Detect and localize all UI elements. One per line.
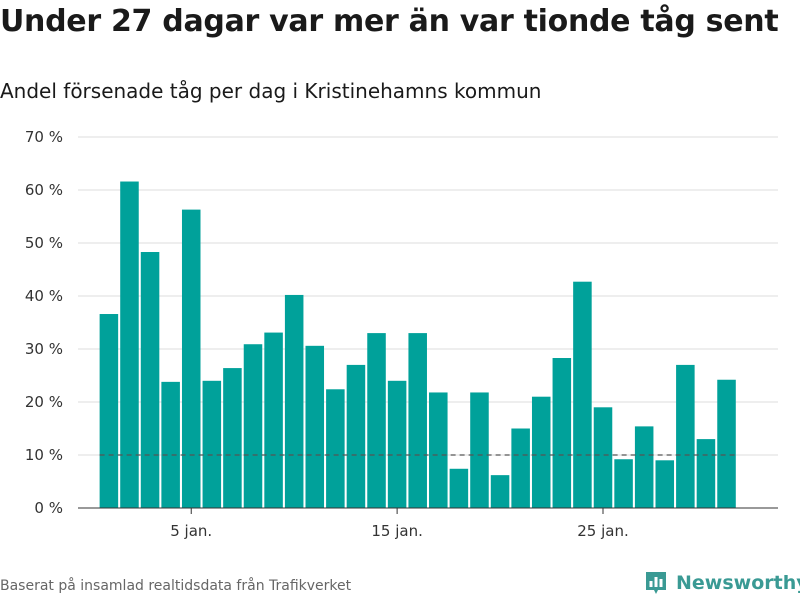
y-tick-label: 30 % xyxy=(25,340,63,358)
bar xyxy=(99,314,119,508)
bar xyxy=(326,389,345,508)
source-note: Baserat på insamlad realtidsdata från Tr… xyxy=(0,578,352,594)
bar xyxy=(181,209,201,509)
bar xyxy=(429,392,448,508)
chart-subtitle: Andel försenade tåg per dag i Kristineha… xyxy=(0,79,542,103)
bar xyxy=(120,181,139,508)
chart-title: Under 27 dagar var mer än var tionde tåg… xyxy=(0,4,779,39)
axes: 0 % 10 % 20 % 30 % 40 % 50 % 60 % 70 % 5 jan. 15 … xyxy=(25,128,778,540)
bar xyxy=(676,364,695,508)
bar xyxy=(717,379,736,508)
y-tick-label: 20 % xyxy=(25,393,63,411)
bar-chart-logo-icon xyxy=(646,572,666,594)
x-tick-label: 15 jan. xyxy=(371,522,423,540)
bar xyxy=(511,428,530,508)
bar xyxy=(634,426,654,508)
bar xyxy=(531,396,551,508)
brand-name: Newsworthy xyxy=(676,572,800,594)
bar-chart: 0 % 10 % 20 % 30 % 40 % 50 % 60 % 70 % 5 jan. 15 … xyxy=(25,128,778,540)
bar xyxy=(387,380,407,508)
bar xyxy=(408,333,427,508)
bar xyxy=(264,332,283,508)
y-tick-label: 50 % xyxy=(25,234,63,252)
y-tick-label: 10 % xyxy=(25,446,63,464)
y-tick-label: 40 % xyxy=(25,287,63,305)
bars xyxy=(99,181,736,509)
y-tick-label: 70 % xyxy=(25,128,63,146)
bar xyxy=(367,333,386,508)
bar xyxy=(140,252,160,508)
x-tick-label: 25 jan. xyxy=(577,522,629,540)
bar xyxy=(614,459,633,508)
bar xyxy=(470,392,489,508)
bar xyxy=(161,381,180,508)
bar xyxy=(655,460,675,508)
bar xyxy=(243,344,263,508)
bar xyxy=(202,380,222,508)
x-tick-label: 5 jan. xyxy=(170,522,212,540)
y-tick-label: 60 % xyxy=(25,181,63,199)
bar xyxy=(593,407,613,508)
bar xyxy=(346,364,366,508)
bar xyxy=(696,439,716,508)
bar xyxy=(223,368,242,508)
bar xyxy=(573,281,592,508)
bar xyxy=(490,475,510,508)
bar xyxy=(552,358,572,508)
bar xyxy=(305,345,325,508)
y-tick-label: 0 % xyxy=(34,499,63,517)
bar xyxy=(284,294,304,508)
bar xyxy=(449,468,469,508)
brand-logo[interactable]: Newsworthy xyxy=(644,570,800,596)
